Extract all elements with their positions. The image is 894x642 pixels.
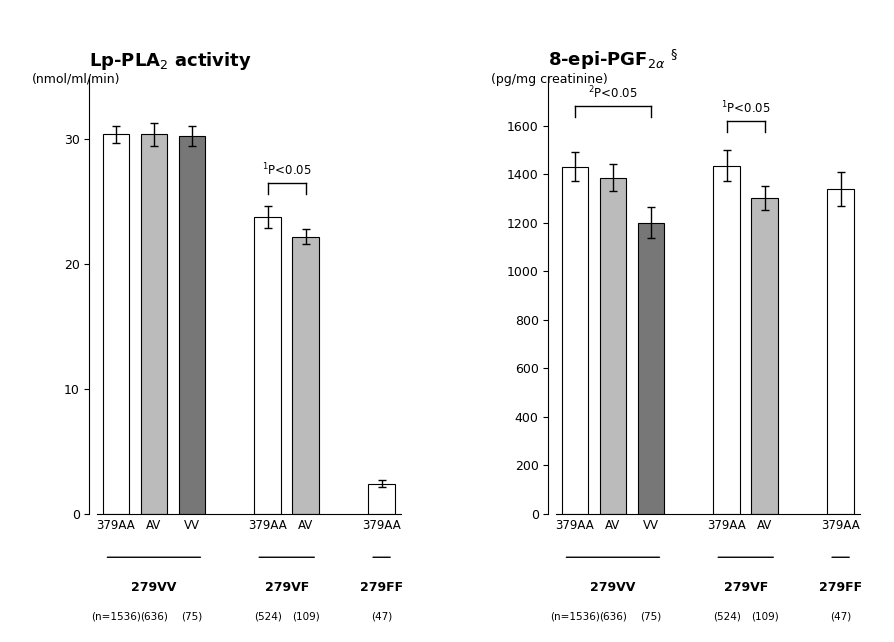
Bar: [827, 189, 854, 514]
Text: Lp-PLA$_2$ activity: Lp-PLA$_2$ activity: [89, 50, 252, 72]
Text: 279VV: 279VV: [590, 581, 636, 594]
Text: (pg/mg creatinine): (pg/mg creatinine): [491, 73, 608, 85]
Text: (n=1536): (n=1536): [91, 612, 141, 622]
Text: (n=1536): (n=1536): [550, 612, 600, 622]
Text: $^2$P<0.05: $^2$P<0.05: [588, 85, 637, 102]
Text: 279VF: 279VF: [265, 581, 308, 594]
Text: 279VF: 279VF: [723, 581, 768, 594]
Bar: [140, 134, 167, 514]
Bar: [600, 178, 626, 514]
Bar: [103, 134, 130, 514]
Text: 8-epi-PGF$_{2\alpha}$ $^{\S}$: 8-epi-PGF$_{2\alpha}$ $^{\S}$: [548, 48, 679, 72]
Text: (47): (47): [830, 612, 851, 622]
Bar: [752, 198, 778, 514]
Text: (109): (109): [751, 612, 779, 622]
Text: 279VV: 279VV: [131, 581, 177, 594]
Text: (109): (109): [291, 612, 319, 622]
Bar: [637, 223, 664, 514]
Text: (636): (636): [140, 612, 168, 622]
Bar: [179, 135, 205, 514]
Text: (75): (75): [640, 612, 662, 622]
Text: (nmol/ml/min): (nmol/ml/min): [32, 73, 121, 85]
Bar: [561, 167, 588, 514]
Text: (636): (636): [599, 612, 627, 622]
Text: $^1$P<0.05: $^1$P<0.05: [721, 100, 771, 116]
Text: (47): (47): [371, 612, 392, 622]
Text: 279FF: 279FF: [819, 581, 862, 594]
Text: (75): (75): [181, 612, 202, 622]
Text: (524): (524): [713, 612, 741, 622]
Bar: [292, 237, 319, 514]
Bar: [368, 483, 395, 514]
Text: $^1$P<0.05: $^1$P<0.05: [262, 162, 312, 178]
Bar: [255, 217, 281, 514]
Bar: [713, 166, 740, 514]
Text: 279FF: 279FF: [360, 581, 403, 594]
Text: (524): (524): [254, 612, 282, 622]
